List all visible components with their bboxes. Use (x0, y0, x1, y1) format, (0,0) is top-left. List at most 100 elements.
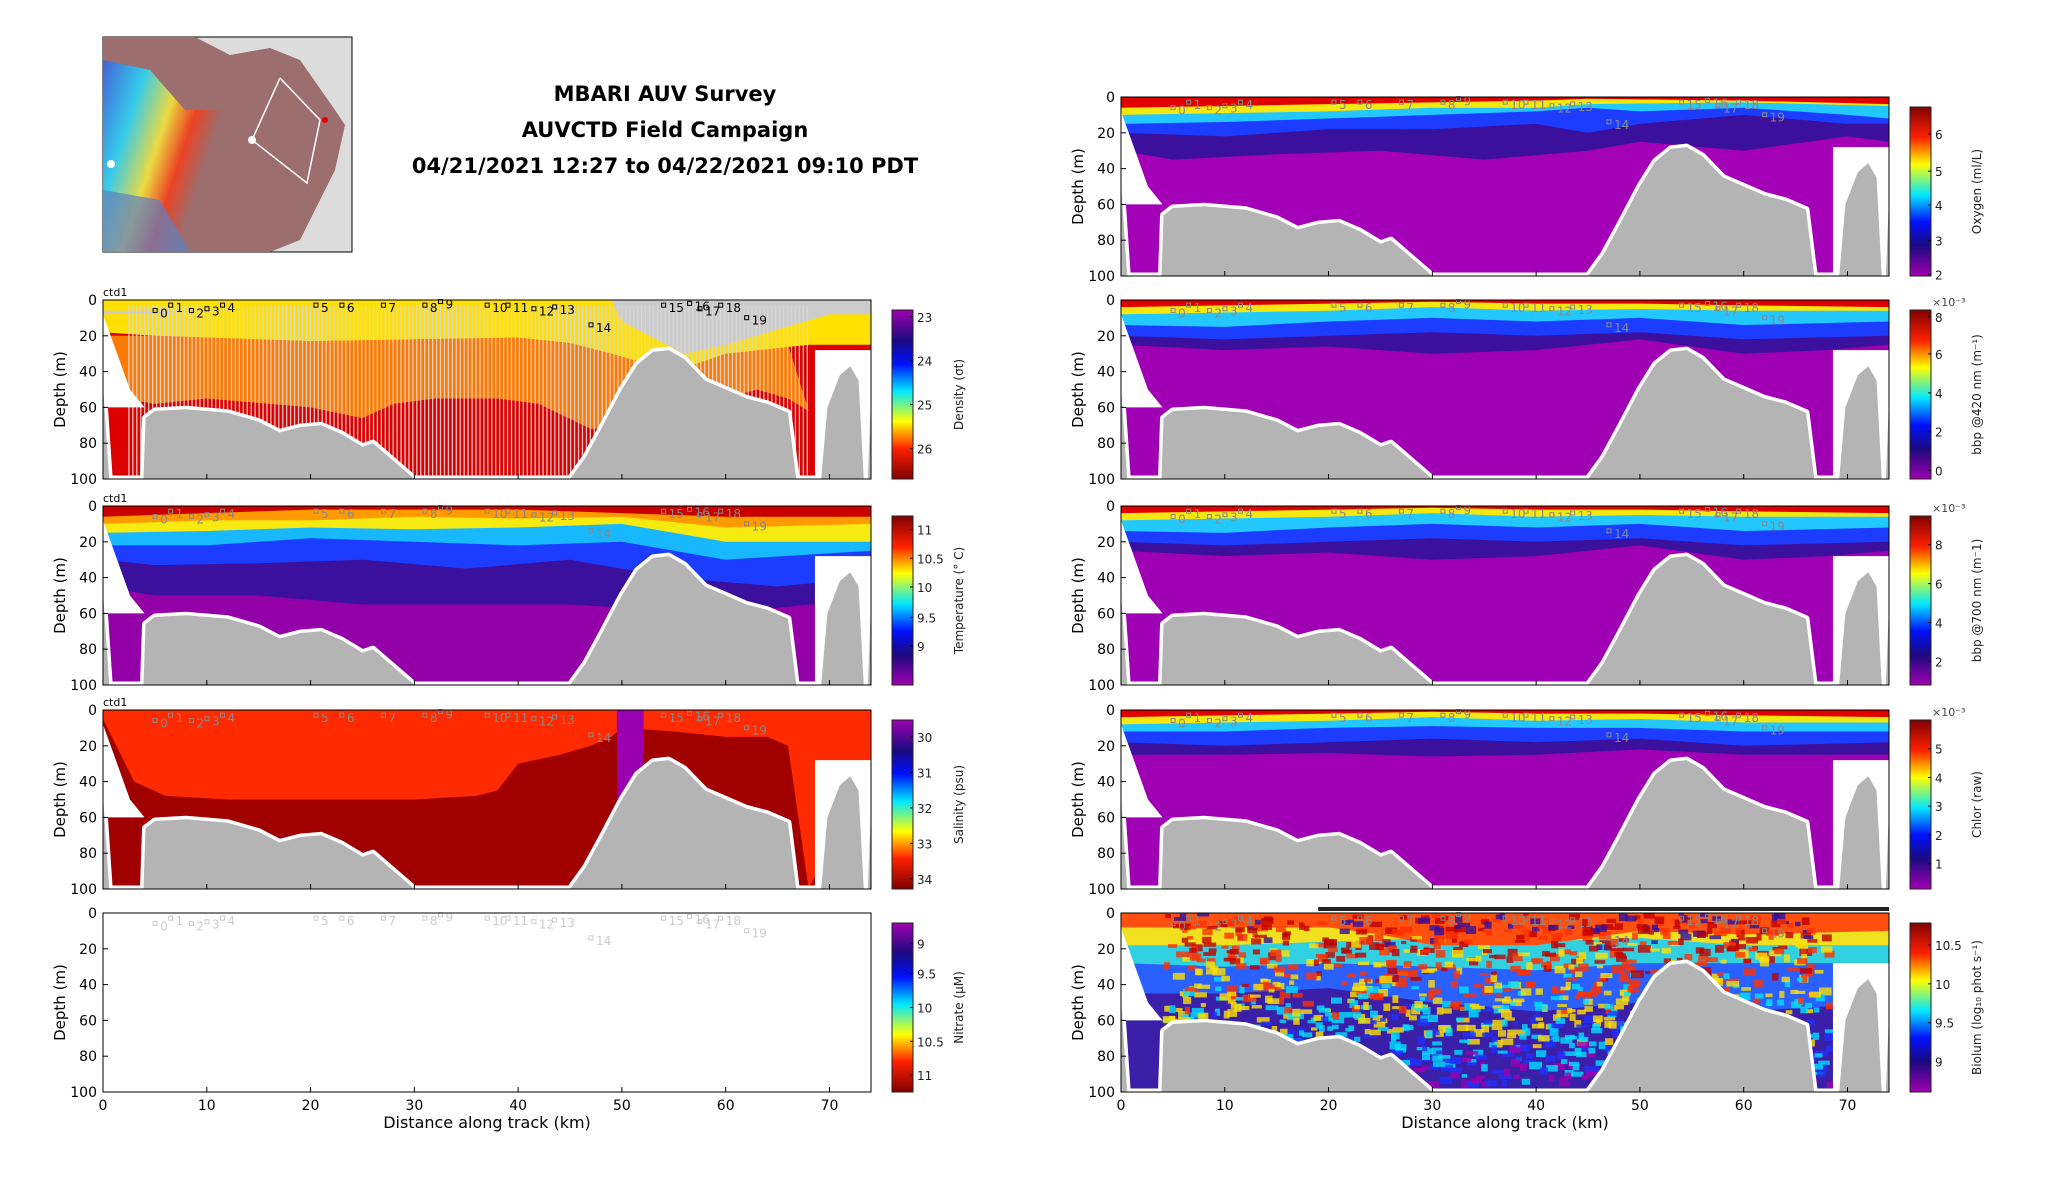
biolum-patch (1814, 969, 1824, 974)
biolum-patch (1578, 1032, 1585, 1040)
biolum-patch (1602, 926, 1615, 930)
station-marker (1398, 915, 1404, 921)
station-label: 6 (1365, 98, 1373, 112)
station-label: 6 (347, 507, 355, 521)
biolum-patch (1530, 918, 1541, 925)
biolum-patch (1598, 976, 1607, 981)
station-marker (1736, 712, 1742, 718)
station-label: 18 (1744, 98, 1759, 112)
biolum-patch (1486, 1008, 1493, 1013)
y-tick-label: 0 (1106, 703, 1115, 719)
station-label: 9 (445, 298, 453, 312)
biolum-patch (1355, 929, 1368, 935)
station-label: 17 (1723, 305, 1738, 319)
station-marker (697, 512, 703, 518)
biolum-patch (1441, 967, 1448, 972)
y-tick-label: 60 (1097, 197, 1115, 213)
station-marker (744, 521, 750, 527)
station-label: 2 (1214, 307, 1222, 321)
station-label: 4 (228, 914, 236, 928)
station-marker (313, 302, 319, 308)
biolum-patch (1567, 925, 1575, 929)
y-tick-label: 60 (1097, 400, 1115, 416)
biolum-patch (1537, 925, 1546, 929)
biolum-patch (1663, 958, 1671, 963)
biolum-patch (1623, 991, 1631, 997)
biolum-patch (1821, 934, 1832, 942)
station-label: 5 (1339, 301, 1347, 315)
y-tick-label: 80 (1097, 436, 1115, 452)
biolum-patch (1309, 943, 1319, 949)
colorbar-tick-label: 10 (1935, 978, 1950, 992)
biolum-patch (1680, 933, 1692, 941)
biolum-patch (1632, 932, 1638, 940)
biolum-patch (1578, 963, 1589, 972)
biolum-patch (1650, 969, 1660, 974)
station-marker (1762, 521, 1768, 527)
biolum-patch (1465, 926, 1477, 935)
biolum-patch (1391, 981, 1399, 987)
biolum-patch (1459, 941, 1469, 948)
station-marker (188, 514, 194, 520)
biolum-patch (1794, 990, 1806, 995)
biolum-patch (1513, 1021, 1519, 1025)
biolum-patch (1363, 1002, 1369, 1011)
station-label: 6 (1365, 914, 1373, 928)
biolum-patch (1327, 1026, 1333, 1031)
seafloor-bathymetry (1121, 147, 1889, 276)
colorbar-label: Oxygen (ml/L) (1970, 149, 1984, 234)
biolum-patch (1723, 942, 1736, 949)
station-marker (1549, 919, 1555, 925)
biolum-patch (1586, 1071, 1593, 1078)
y-tick-label: 100 (1088, 269, 1115, 285)
y-tick-label: 20 (79, 739, 97, 755)
biolum-patch (1700, 913, 1709, 917)
biolum-patch (1230, 1002, 1237, 1009)
station-label: 3 (212, 918, 220, 932)
biolum-patch (1630, 970, 1644, 978)
biolum-patch (1700, 919, 1708, 924)
biolum-patch (1673, 925, 1681, 929)
biolum-patch (1411, 935, 1422, 940)
station-marker (484, 508, 490, 514)
seafloor-bathymetry (1121, 760, 1889, 889)
station-marker (1331, 508, 1337, 514)
biolum-patch (1735, 927, 1742, 935)
station-marker (1170, 105, 1176, 111)
biolum-patch (1482, 1032, 1493, 1037)
biolum-patch (1434, 935, 1445, 944)
station-label: 9 (1463, 298, 1471, 312)
biolum-patch (1502, 988, 1512, 993)
biolum-patch (1492, 1019, 1505, 1025)
station-label: 3 (212, 305, 220, 319)
biolum-patch (1392, 1006, 1401, 1010)
biolum-patch (1303, 925, 1310, 932)
biolum-patch (1279, 1028, 1288, 1035)
biolum-patch (1813, 1007, 1820, 1013)
station-marker (505, 712, 511, 718)
biolum-patch (1501, 1079, 1507, 1087)
station-label: 7 (1406, 914, 1414, 928)
station-marker (1440, 99, 1446, 105)
x-tick-label: 0 (99, 1098, 108, 1114)
biolum-patch (1500, 984, 1513, 988)
biolum-patch (1313, 959, 1319, 966)
biolum-patch (1363, 1033, 1376, 1039)
y-axis-label: Depth (m) (51, 761, 69, 838)
biolum-patch (1554, 990, 1565, 994)
station-label: 10 (1510, 98, 1525, 112)
station-marker (1440, 915, 1446, 921)
biolum-patch (1738, 937, 1746, 941)
biolum-patch (1548, 924, 1559, 931)
no-data-mask (1121, 111, 1163, 205)
station-label: 4 (1246, 711, 1254, 725)
station-marker (188, 921, 194, 927)
station-marker (1170, 308, 1176, 314)
station-label: 2 (1214, 104, 1222, 118)
station-label: 19 (1770, 724, 1785, 738)
station-marker (1222, 103, 1228, 109)
biolum-patch (1590, 1066, 1600, 1071)
biolum-patch (1316, 921, 1328, 926)
biolum-patch (1163, 962, 1171, 968)
station-label: 15 (1687, 98, 1702, 112)
